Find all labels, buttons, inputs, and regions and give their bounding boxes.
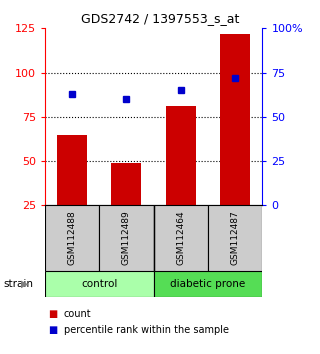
Bar [208,205,262,271]
Text: diabetic prone: diabetic prone [170,279,246,289]
Text: percentile rank within the sample: percentile rank within the sample [64,325,229,335]
Bar [45,271,154,297]
Text: GSM112464: GSM112464 [176,211,185,266]
Bar [220,34,250,205]
Text: ■: ■ [48,309,57,319]
Bar [111,163,141,205]
Bar [154,205,208,271]
Text: strain: strain [3,279,33,289]
Bar [154,271,262,297]
Text: count: count [64,309,92,319]
Text: GDS2742 / 1397553_s_at: GDS2742 / 1397553_s_at [81,12,239,25]
Text: GSM112488: GSM112488 [68,211,76,266]
Text: ▶: ▶ [20,279,28,289]
Text: ■: ■ [48,325,57,335]
Bar [57,135,87,205]
Text: GSM112487: GSM112487 [231,211,240,266]
Text: GSM112489: GSM112489 [122,211,131,266]
Bar [45,205,99,271]
Bar [166,106,196,205]
Bar [99,205,154,271]
Text: control: control [81,279,117,289]
